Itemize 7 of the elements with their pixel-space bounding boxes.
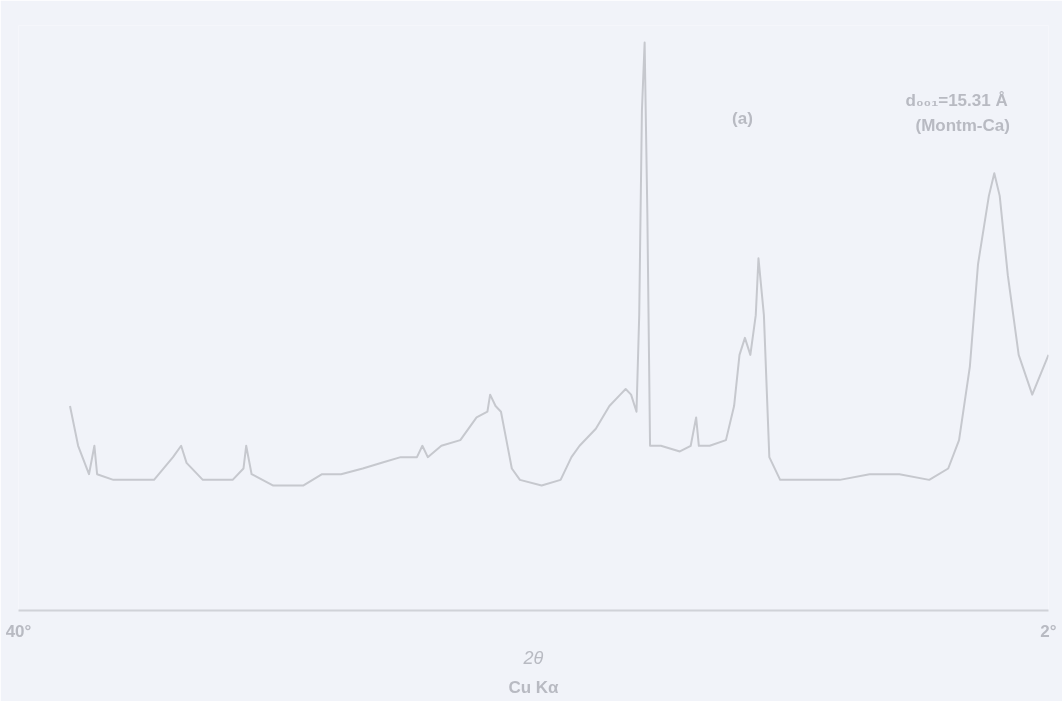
x-axis-title: 2θ bbox=[522, 647, 544, 668]
text: Cu Kα bbox=[508, 677, 560, 697]
annotation: d₀₀₁=15.31 Å bbox=[905, 91, 1008, 110]
annotation: (Montm-Ca) bbox=[915, 116, 1010, 135]
x-tick-label: 40° bbox=[5, 621, 32, 641]
annotation: (a) bbox=[732, 109, 753, 128]
x-tick-label: 2° bbox=[1040, 621, 1057, 641]
